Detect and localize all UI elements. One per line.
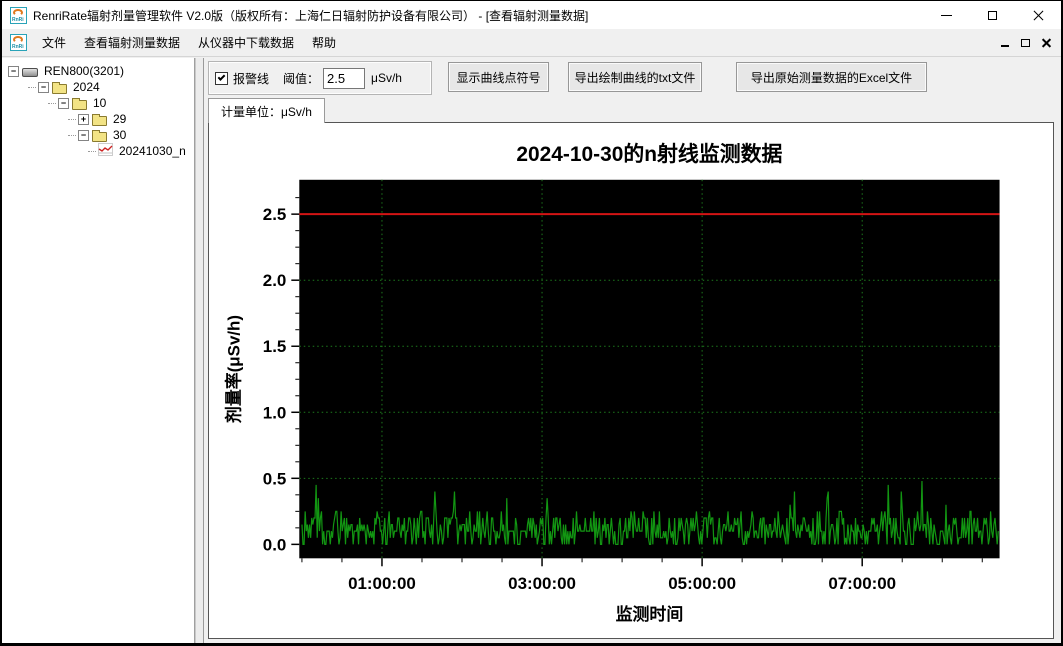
tree-connector	[48, 102, 56, 104]
close-icon	[1033, 10, 1044, 21]
logo-swirl	[13, 8, 23, 16]
minimize-icon	[940, 14, 952, 16]
tree-connector	[88, 150, 96, 152]
y-axis-title: 剂量率(μSv/h)	[224, 315, 244, 424]
x-tick-label: 07:00:00	[828, 574, 896, 593]
tree-node-30[interactable]: − 30	[2, 127, 194, 143]
plot-area	[299, 179, 1000, 559]
x-tick-label: 01:00:00	[348, 574, 416, 593]
mdi-minimize-icon	[1001, 44, 1009, 47]
tree-connector	[68, 118, 76, 120]
logo-text: RnRi	[12, 16, 24, 23]
title-bar: RnRi RenriRate辐射剂量管理软件 V2.0版（版权所有：上海仁日辐射…	[2, 1, 1061, 29]
tree-connector	[68, 134, 76, 136]
menu-bar: RnRi 文件 查看辐射测量数据 从仪器中下载数据 帮助	[2, 29, 1061, 57]
device-tree-panel: − REN800(3201) −2024−10 +29−30 20241030_n	[2, 58, 195, 643]
measurement-view-panel: 报警线 阈值： μSv/h 显示曲线点符号 导出绘制曲线的txt文件 导出原始测…	[204, 58, 1061, 643]
mdi-child-icon[interactable]: RnRi	[10, 34, 27, 51]
folder-icon	[72, 97, 87, 110]
x-tick-label: 03:00:00	[508, 574, 576, 593]
show-curve-points-button[interactable]: 显示曲线点符号	[448, 62, 549, 92]
tree-node-2024[interactable]: − 2024	[2, 79, 194, 95]
tree-node-label: 10	[93, 96, 107, 110]
collapse-icon[interactable]: −	[58, 97, 69, 109]
alarm-settings-group: 报警线 阈值： μSv/h	[208, 61, 432, 95]
mdi-close-button[interactable]	[1042, 38, 1051, 47]
tree-node-10[interactable]: − 10	[2, 95, 194, 111]
collapse-icon[interactable]: −	[38, 81, 49, 93]
menu-item-2[interactable]: 从仪器中下载数据	[198, 36, 295, 50]
tree-node-label: 20241030_n	[119, 144, 186, 158]
y-tick-label: 2.0	[263, 271, 287, 290]
logo-swirl	[13, 36, 23, 43]
threshold-unit-label: μSv/h	[371, 71, 402, 85]
alarm-line-label: 报警线	[233, 71, 270, 86]
menu-items: 文件 查看辐射测量数据 从仪器中下载数据 帮助	[33, 29, 345, 56]
expand-icon[interactable]: +	[78, 113, 89, 125]
logo-text: RnRi	[12, 44, 24, 50]
window-title: RenriRate辐射剂量管理软件 V2.0版（版权所有：上海仁日辐射防护设备有…	[33, 8, 589, 23]
x-tick-label: 05:00:00	[668, 574, 736, 593]
menu-item-3[interactable]: 帮助	[312, 36, 337, 50]
mdi-minimize-button[interactable]	[1001, 39, 1009, 47]
mdi-close-icon	[1042, 38, 1051, 47]
tree-node-label: REN800(3201)	[44, 64, 125, 78]
checkmark-icon	[217, 72, 226, 81]
chart-area: 01:00:00 03:00:00 05:00:00 07:00:00 0.0 0.5 1.…	[208, 122, 1054, 639]
y-tick-label: 1.0	[263, 403, 287, 422]
close-button[interactable]	[1015, 1, 1061, 29]
collapse-icon[interactable]: −	[78, 129, 89, 141]
mdi-window-controls	[1001, 38, 1061, 47]
menu-item-1[interactable]: 查看辐射测量数据	[84, 36, 181, 50]
x-axis-title: 监测时间	[616, 604, 684, 624]
folder-icon	[92, 129, 107, 142]
mdi-restore-button[interactable]	[1021, 38, 1030, 47]
menu-item-0[interactable]: 文件	[42, 36, 67, 50]
y-tick-label: 2.5	[263, 205, 287, 224]
threshold-input[interactable]	[323, 67, 366, 89]
data-series-line	[301, 480, 999, 545]
alarm-line-checkbox[interactable]	[215, 71, 228, 85]
chart-title: 2024-10-30的n射线监测数据	[516, 142, 782, 166]
export-txt-button[interactable]: 导出绘制曲线的txt文件	[568, 62, 702, 92]
tree-node-label: 29	[113, 112, 127, 126]
app-logo-icon: RnRi	[10, 6, 27, 24]
mdi-restore-icon	[1021, 38, 1030, 47]
tree-node-ren800-3201-[interactable]: − REN800(3201)	[2, 63, 194, 79]
tree-node-label: 2024	[73, 80, 100, 94]
device-icon	[22, 67, 38, 77]
tree-connector	[28, 86, 36, 88]
folder-icon	[52, 81, 67, 94]
folder-icon	[92, 113, 107, 126]
monitoring-chart: 01:00:00 03:00:00 05:00:00 07:00:00 0.0 0.5 1.…	[224, 142, 1000, 624]
threshold-label: 阈值：	[283, 71, 320, 86]
tree-node-29[interactable]: +29	[2, 111, 194, 127]
tree-node-label: 30	[113, 128, 127, 142]
measure-unit-tab[interactable]: 计量单位：μSv/h	[208, 98, 325, 123]
tree-node-20241030_n[interactable]: 20241030_n	[2, 143, 194, 159]
maximize-button[interactable]	[969, 1, 1015, 29]
y-tick-label: 0.0	[263, 535, 287, 554]
content-area: − REN800(3201) −2024−10 +29−30 20241030_n 报警…	[2, 58, 1061, 643]
chart-file-icon	[98, 143, 113, 159]
export-excel-button[interactable]: 导出原始测量数据的Excel文件	[736, 62, 927, 92]
minimize-button[interactable]	[923, 1, 969, 29]
maximize-icon	[987, 10, 997, 20]
window-controls	[923, 1, 1061, 29]
y-tick-label: 0.5	[263, 469, 287, 488]
panel-splitter[interactable]	[195, 58, 204, 643]
collapse-icon[interactable]: −	[8, 65, 19, 77]
y-tick-label: 1.5	[263, 337, 287, 356]
